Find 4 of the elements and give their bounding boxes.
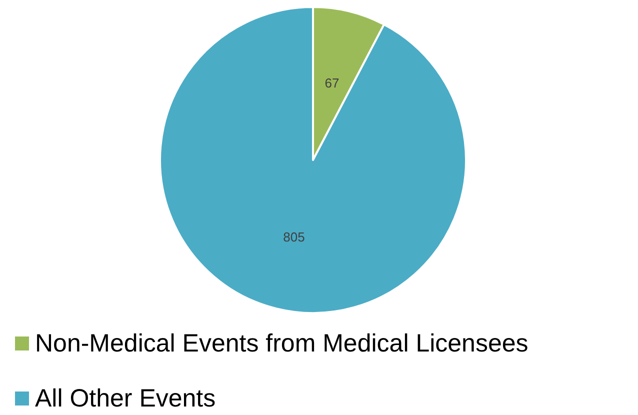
data-label: 67 xyxy=(324,75,340,90)
legend-label: All Other Events xyxy=(35,384,216,412)
legend-label: Non-Medical Events from Medical Licensees xyxy=(35,330,528,358)
data-label: 805 xyxy=(283,230,305,245)
